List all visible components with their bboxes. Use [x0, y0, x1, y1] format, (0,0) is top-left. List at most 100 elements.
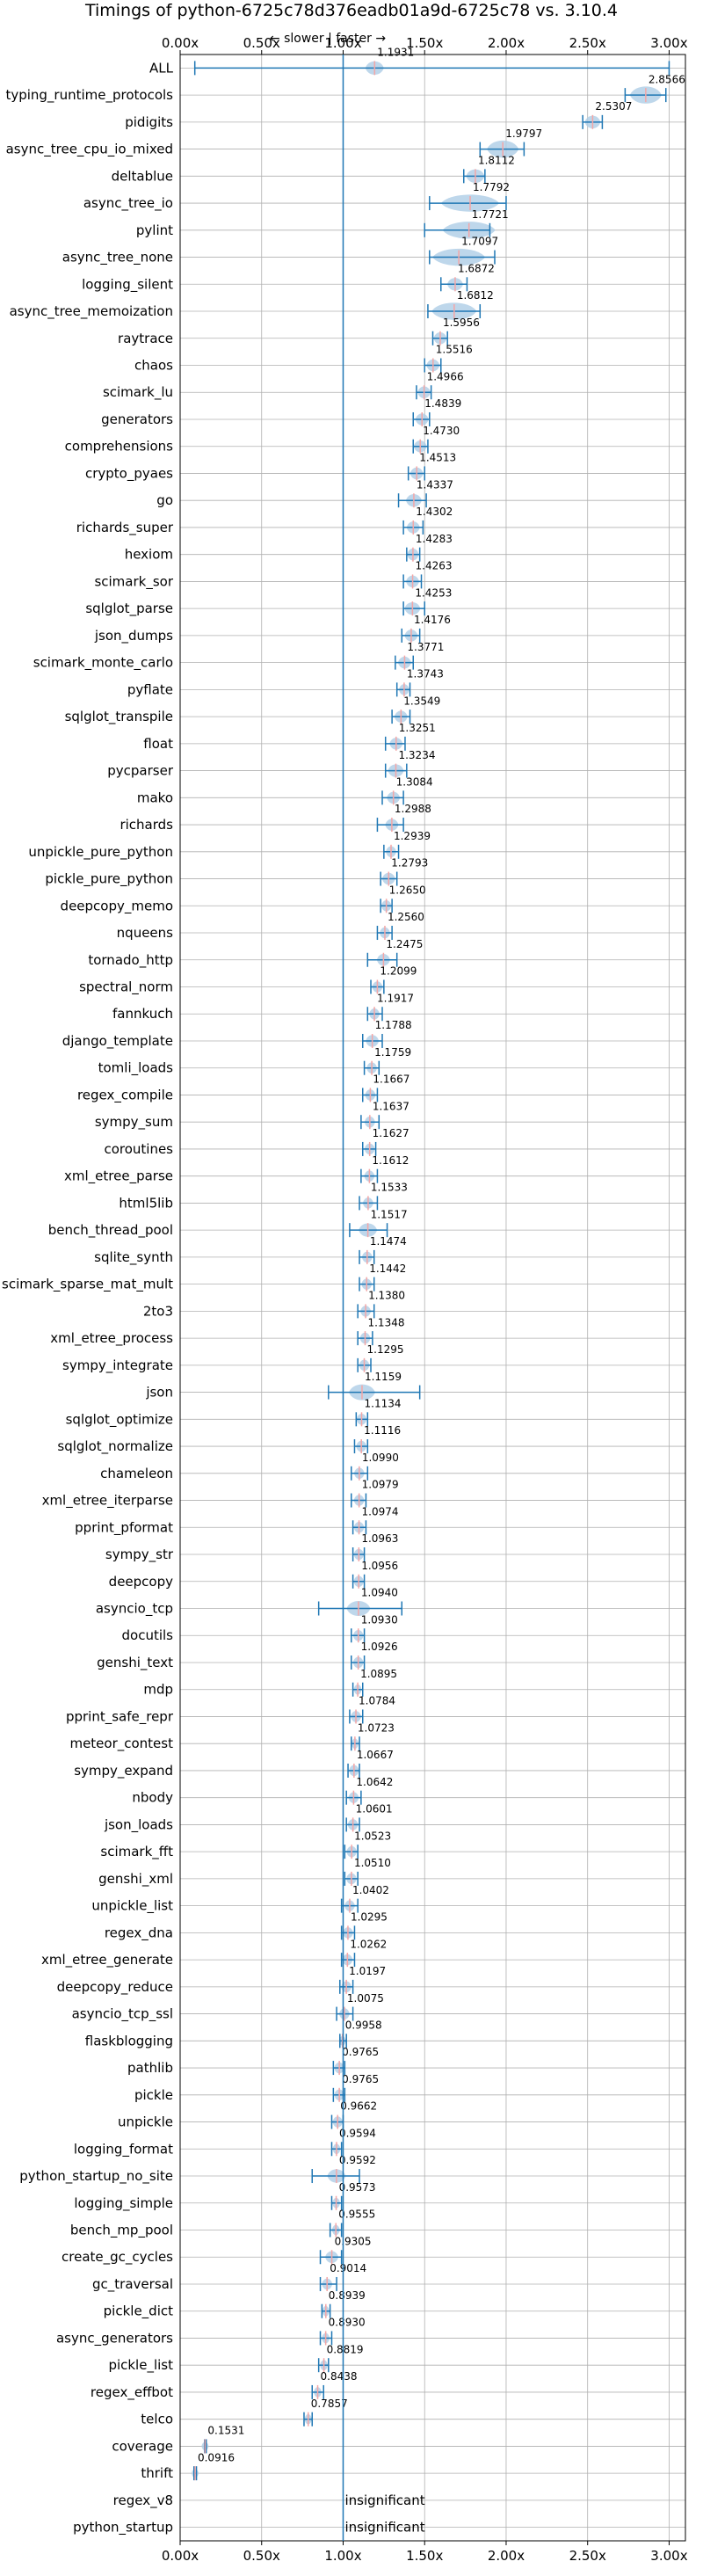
value-label: 1.0963	[361, 1532, 398, 1545]
value-label: 1.4730	[423, 425, 460, 437]
violin	[402, 601, 425, 616]
value-label: 1.9797	[505, 127, 542, 140]
category-label: asyncio_tcp	[96, 1601, 173, 1618]
category-label: richards_super	[76, 520, 174, 536]
x-tick-label: 0.50x	[243, 2548, 280, 2564]
value-label: 1.3771	[407, 641, 444, 653]
category-label: sqlglot_optimize	[66, 1411, 173, 1428]
value-label: 1.1159	[365, 1371, 402, 1383]
category-label: mdp	[143, 1682, 173, 1698]
violin	[332, 2061, 346, 2076]
category-label: tornado_http	[88, 952, 173, 969]
value-label: 1.1533	[371, 1182, 408, 1194]
category-label: json_dumps	[94, 628, 173, 644]
value-label: 1.3084	[396, 775, 433, 788]
violin	[351, 1493, 367, 1508]
category-label: xml_etree_iterparse	[42, 1493, 173, 1510]
category-label: scimark_sparse_mat_mult	[2, 1277, 173, 1293]
violin	[352, 1574, 366, 1589]
category-label: coverage	[112, 2438, 173, 2454]
category-label: genshi_text	[97, 1655, 173, 1671]
value-label: 0.9014	[330, 2262, 366, 2274]
category-label: bench_mp_pool	[70, 2223, 173, 2239]
value-label: 1.0075	[347, 1992, 384, 2005]
category-label: pickle_list	[108, 2357, 173, 2374]
category-label: xml_etree_parse	[64, 1168, 173, 1185]
violin	[201, 2439, 209, 2454]
violin	[381, 790, 404, 805]
x-tick-label: 1.50x	[406, 35, 443, 51]
x-tick-label: 0.50x	[243, 35, 280, 51]
value-label: 1.1474	[370, 1235, 407, 1248]
violin	[351, 1736, 360, 1751]
violin	[317, 1600, 403, 1617]
category-label: json_loads	[104, 1816, 173, 1833]
violin	[384, 736, 406, 751]
value-label: 1.7721	[472, 208, 509, 221]
value-label: 1.4513	[419, 452, 456, 464]
category-label: float	[143, 736, 173, 752]
violin	[397, 493, 427, 508]
category-label: deepcopy_reduce	[57, 1979, 173, 1996]
violin	[357, 1304, 375, 1319]
value-label: 0.9958	[345, 2019, 382, 2031]
value-label: 1.4839	[424, 397, 461, 410]
violin	[345, 1817, 360, 1832]
value-label: 1.1348	[367, 1316, 404, 1328]
value-label: 1.1627	[373, 1127, 409, 1139]
x-tick-label: 3.00x	[650, 2548, 687, 2564]
violin	[332, 2087, 346, 2102]
value-label: 0.0916	[198, 2451, 235, 2463]
violin	[384, 763, 408, 778]
violin	[429, 248, 496, 266]
value-label: 1.2475	[386, 938, 423, 950]
value-label: 1.2099	[380, 965, 417, 978]
value-label: 1.0930	[361, 1613, 398, 1626]
category-label: sqlglot_transpile	[65, 709, 173, 725]
category-label: mako	[137, 790, 173, 805]
violin	[395, 655, 414, 670]
value-label: 1.2650	[389, 884, 426, 896]
category-label: unpickle_list	[91, 1898, 173, 1915]
value-label: 1.0197	[349, 1965, 386, 1977]
value-label: 1.0667	[357, 1749, 394, 1761]
violins	[191, 61, 670, 2481]
category-label: sqlglot_normalize	[57, 1438, 173, 1455]
violin	[361, 1088, 379, 1102]
violin	[380, 871, 398, 886]
category-label: pycparser	[107, 763, 174, 779]
value-label: 1.1759	[374, 1046, 411, 1059]
category-label: pathlib	[127, 2060, 173, 2076]
value-label: 1.0979	[362, 1479, 399, 1491]
category-label: hexiom	[125, 547, 173, 563]
chart-title: Timings of python-6725c78d376eadb01a9d-6…	[84, 1, 618, 20]
value-label: 1.1917	[377, 992, 414, 1004]
value-label: 1.4302	[416, 506, 453, 518]
value-label: 1.0895	[360, 1668, 397, 1680]
violin	[376, 926, 393, 941]
x-ticks-bottom: 0.00x 0.50x 1.00x 1.50x 2.00x 2.50x 3.00x	[162, 2541, 688, 2564]
value-label: 1.0990	[362, 1452, 399, 1464]
category-label: pyflate	[127, 681, 173, 697]
category-label: scimark_lu	[103, 384, 173, 401]
violin	[359, 1277, 375, 1292]
category-label: regex_effbot	[91, 2384, 173, 2401]
violin	[351, 1628, 366, 1643]
category-label: regex_compile	[77, 1087, 173, 1103]
category-label: sympy_expand	[74, 1763, 173, 1779]
category-label: deepcopy_memo	[61, 898, 173, 914]
value-label: 0.7857	[311, 2398, 348, 2410]
violin	[351, 1466, 369, 1481]
violin	[395, 682, 411, 697]
violin	[329, 2223, 343, 2238]
category-label: logging_simple	[74, 2195, 173, 2212]
violin	[303, 2412, 313, 2427]
category-label: nbody	[132, 1790, 173, 1806]
category-label: chameleon	[100, 1466, 173, 1481]
value-label: 1.2793	[391, 857, 428, 870]
value-label: 1.0956	[361, 1560, 398, 1572]
category-label: deepcopy	[109, 1574, 173, 1590]
category-label: pickle_pure_python	[45, 871, 173, 888]
category-label: asyncio_tcp_ssl	[72, 2006, 173, 2023]
category-label: python_startup_no_site	[19, 2168, 173, 2185]
